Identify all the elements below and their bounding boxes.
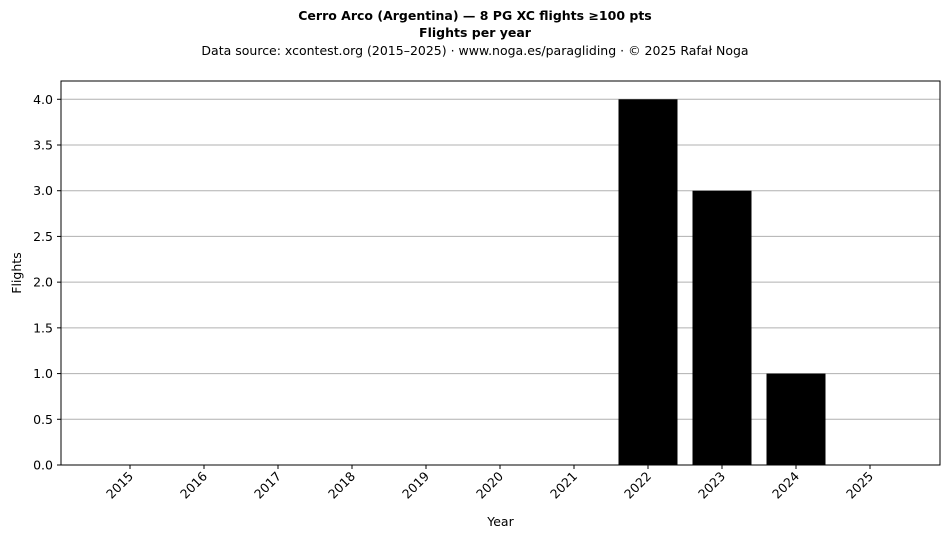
x-tick-label: 2017 bbox=[251, 469, 284, 502]
y-tick-label: 1.5 bbox=[33, 320, 53, 335]
chart-title: Cerro Arco (Argentina) — 8 PG XC flights… bbox=[298, 8, 652, 23]
bar-2023 bbox=[692, 190, 752, 465]
y-tick-label: 3.5 bbox=[33, 138, 53, 153]
y-tick-label: 0.0 bbox=[33, 458, 53, 473]
chart-source-line: Data source: xcontest.org (2015–2025) · … bbox=[201, 43, 749, 58]
bars bbox=[618, 99, 826, 466]
y-axis-label: Flights bbox=[9, 252, 24, 293]
y-tick-label: 0.5 bbox=[33, 412, 53, 427]
y-tick-label: 3.0 bbox=[33, 183, 53, 198]
x-axis-label: Year bbox=[486, 514, 514, 529]
x-tick-label: 2025 bbox=[843, 469, 876, 502]
y-tick-label: 2.5 bbox=[33, 229, 53, 244]
x-tick-label: 2016 bbox=[177, 468, 210, 501]
x-tick-label: 2021 bbox=[547, 469, 580, 502]
bar-2024 bbox=[766, 373, 826, 465]
x-tick-label: 2024 bbox=[769, 468, 802, 501]
y-tick-label: 4.0 bbox=[33, 92, 53, 107]
x-tick-label: 2023 bbox=[695, 469, 728, 502]
x-tick-label: 2015 bbox=[103, 469, 136, 502]
x-axis: 2015 2016 2017 2018 2019 2020 2021 2022 2023 2024… bbox=[103, 465, 876, 502]
x-tick-label: 2022 bbox=[621, 469, 654, 502]
bar-2022 bbox=[618, 99, 678, 466]
y-axis: 0.0 0.5 1.0 1.5 2.0 2.5 3.0 3.5 4.0 bbox=[33, 92, 61, 473]
y-tick-label: 2.0 bbox=[33, 275, 53, 290]
chart-subtitle: Flights per year bbox=[419, 25, 531, 40]
x-tick-label: 2020 bbox=[473, 468, 506, 501]
x-tick-label: 2019 bbox=[399, 468, 432, 501]
y-tick-label: 1.0 bbox=[33, 366, 53, 381]
x-tick-label: 2018 bbox=[325, 468, 358, 501]
